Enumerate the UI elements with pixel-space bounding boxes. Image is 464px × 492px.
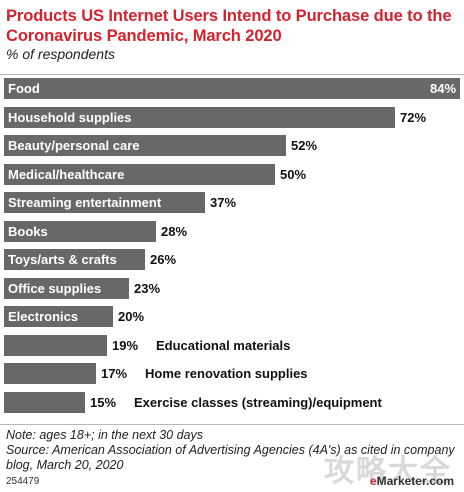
bar-category-label: Streaming entertainment bbox=[8, 195, 162, 210]
bar bbox=[4, 249, 145, 270]
bar-category-label: Electronics bbox=[8, 309, 79, 324]
bar-value-label: 20% bbox=[118, 309, 145, 324]
bottom-divider bbox=[0, 424, 464, 425]
bar-category-label: Office supplies bbox=[8, 281, 102, 296]
bar bbox=[4, 335, 107, 356]
bar-value-label: 26% bbox=[150, 252, 177, 267]
bar-value-label: 52% bbox=[291, 138, 318, 153]
bar-value-label: 19% bbox=[112, 338, 139, 353]
bar-category-label: Medical/healthcare bbox=[8, 167, 125, 182]
bar-value-label: 84% bbox=[430, 81, 457, 96]
chart-title: Products US Internet Users Intend to Pur… bbox=[6, 7, 452, 45]
bar-category-label: Exercise classes (streaming)/equipment bbox=[134, 395, 382, 410]
bar-value-label: 72% bbox=[400, 110, 427, 125]
bar-category-label: Toys/arts & crafts bbox=[8, 252, 117, 267]
bar-category-label: Household supplies bbox=[8, 110, 132, 125]
brand-suffix: .com bbox=[425, 474, 454, 488]
bar-category-label: Food bbox=[8, 81, 40, 96]
bar bbox=[4, 221, 156, 242]
chart-source: Source: American Association of Advertis… bbox=[6, 443, 455, 472]
bar bbox=[4, 392, 85, 413]
bar-category-label: Beauty/personal care bbox=[8, 138, 140, 153]
bar bbox=[4, 135, 286, 156]
bar-category-label: Books bbox=[8, 224, 48, 239]
bar bbox=[4, 306, 113, 327]
chart-notes: Note: ages 18+; in the next 30 days Sour… bbox=[6, 428, 462, 473]
brand-logo[interactable]: eMarketer.com bbox=[370, 474, 454, 488]
chart-note: Note: ages 18+; in the next 30 days bbox=[6, 428, 204, 442]
bar bbox=[4, 278, 129, 299]
bar-value-label: 37% bbox=[210, 195, 237, 210]
bar-value-label: 17% bbox=[101, 366, 128, 381]
bar bbox=[4, 164, 275, 185]
bar bbox=[4, 363, 96, 384]
bar bbox=[4, 78, 460, 99]
bar-value-label: 23% bbox=[134, 281, 161, 296]
bar-chart: Food 84% Household supplies 72% Beauty/perso… bbox=[0, 72, 464, 422]
brand-name: Marketer bbox=[376, 474, 426, 488]
bar bbox=[4, 107, 395, 128]
watermark-text: 攻略大全 bbox=[324, 455, 452, 488]
bar bbox=[4, 192, 205, 213]
brand-prefix: e bbox=[369, 474, 377, 488]
chart-id: 254479 bbox=[6, 476, 40, 487]
bar-category-label: Educational materials bbox=[156, 338, 291, 353]
chart-subtitle: % of respondents bbox=[6, 46, 115, 62]
top-divider bbox=[0, 74, 464, 75]
bar-value-label: 28% bbox=[161, 224, 188, 239]
bar-value-label: 15% bbox=[90, 395, 117, 410]
bar-category-label: Home renovation supplies bbox=[145, 366, 308, 381]
bar-value-label: 50% bbox=[280, 167, 307, 182]
